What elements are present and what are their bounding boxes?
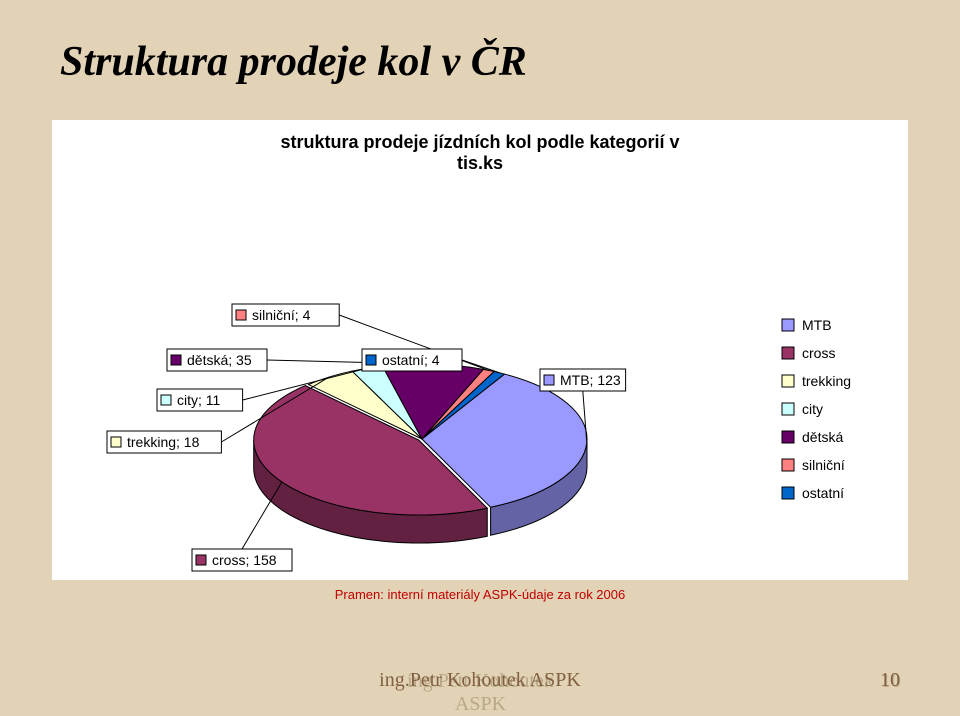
legend-label: MTB [802, 317, 832, 333]
callout-marker [366, 355, 376, 365]
callout-label: cross; 158 [212, 552, 277, 568]
legend-marker [782, 431, 794, 443]
chart-source: Pramen: interní materiály ASPK-údaje za … [335, 587, 625, 602]
legend-marker [782, 403, 794, 415]
legend-label: cross [802, 345, 835, 361]
legend-label: trekking [802, 373, 851, 389]
chart-panel: struktura prodeje jízdních kol podle kat… [52, 120, 908, 580]
legend-marker [782, 459, 794, 471]
chart-title: struktura prodeje jízdních kol podle kat… [52, 120, 908, 174]
callout-marker [196, 555, 206, 565]
legend-label: city [802, 401, 823, 417]
callout-marker [544, 375, 554, 385]
callout-marker [171, 355, 181, 365]
callout-label: city; 11 [177, 392, 221, 408]
chart-title-line1: struktura prodeje jízdních kol podle kat… [280, 132, 679, 152]
callout-marker [161, 395, 171, 405]
footer-center: ing.Petr Kohoutek ASPKing.Petr Kohoutek … [0, 669, 960, 692]
callout-label: silniční; 4 [252, 307, 311, 323]
legend-marker [782, 347, 794, 359]
callout-label: trekking; 18 [127, 434, 200, 450]
slide-root: Struktura prodeje kol v ČR Struktura pro… [0, 0, 960, 716]
callout-label: dětská; 35 [187, 352, 252, 368]
legend-label: silniční [802, 457, 845, 473]
pie-chart: MTB; 123 cross; 158 trekking; 18 city; 11 dě… [52, 174, 908, 634]
callout-label: ostatní; 4 [382, 352, 440, 368]
callout-marker [236, 310, 246, 320]
legend-label: ostatní [802, 485, 844, 501]
legend-marker [782, 319, 794, 331]
slide-title-text: Struktura prodeje kol v ČR [60, 39, 527, 85]
footer-page-number: 1010 [880, 669, 900, 692]
slide-title: Struktura prodeje kol v ČR Struktura pro… [60, 38, 527, 86]
legend-label: dětská [802, 429, 843, 445]
legend-marker [782, 375, 794, 387]
callout-marker [111, 437, 121, 447]
callout-label: MTB; 123 [560, 372, 621, 388]
legend-marker [782, 487, 794, 499]
chart-title-line2: tis.ks [457, 153, 503, 173]
